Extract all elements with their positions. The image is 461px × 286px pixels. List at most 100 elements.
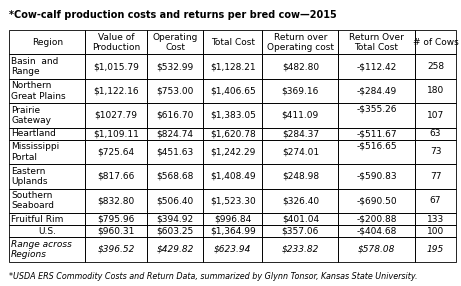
Text: Return over
Operating cost: Return over Operating cost: [267, 33, 334, 52]
Text: Heartland: Heartland: [11, 129, 56, 138]
Text: $623.94: $623.94: [214, 245, 252, 254]
Bar: [147, 30, 203, 54]
Text: $369.16: $369.16: [282, 86, 319, 96]
Bar: [9, 128, 85, 140]
Bar: [203, 103, 262, 128]
Text: $506.40: $506.40: [156, 196, 194, 205]
Text: -$516.65: -$516.65: [356, 141, 397, 150]
Bar: [338, 164, 414, 188]
Bar: [262, 164, 338, 188]
Text: $824.74: $824.74: [157, 129, 194, 138]
Text: -$511.67: -$511.67: [356, 129, 397, 138]
Bar: [262, 30, 338, 54]
Text: $451.63: $451.63: [156, 148, 194, 156]
Bar: [262, 128, 338, 140]
Text: 63: 63: [430, 129, 441, 138]
Text: 195: 195: [427, 245, 444, 254]
Bar: [147, 54, 203, 79]
Text: Basin  and
Range: Basin and Range: [11, 57, 59, 76]
Text: $1,242.29: $1,242.29: [210, 148, 255, 156]
Bar: [147, 225, 203, 237]
Bar: [203, 188, 262, 213]
Bar: [9, 54, 85, 79]
Bar: [85, 128, 147, 140]
Bar: [203, 237, 262, 262]
Text: -$404.68: -$404.68: [356, 227, 397, 236]
Bar: [85, 79, 147, 103]
Text: -$690.50: -$690.50: [356, 196, 397, 205]
Text: Southern
Seaboard: Southern Seaboard: [11, 191, 54, 210]
Bar: [9, 103, 85, 128]
Bar: [147, 213, 203, 225]
Text: $725.64: $725.64: [98, 148, 135, 156]
Text: $1,015.79: $1,015.79: [93, 62, 139, 71]
Bar: [203, 30, 262, 54]
Bar: [338, 188, 414, 213]
Text: $1,620.78: $1,620.78: [210, 129, 256, 138]
Bar: [262, 79, 338, 103]
Bar: [9, 30, 85, 54]
Bar: [338, 225, 414, 237]
Bar: [147, 237, 203, 262]
Bar: [147, 128, 203, 140]
Text: $1,364.99: $1,364.99: [210, 227, 256, 236]
Text: $578.08: $578.08: [358, 245, 395, 254]
Bar: [203, 213, 262, 225]
Bar: [203, 79, 262, 103]
Bar: [338, 213, 414, 225]
Bar: [147, 164, 203, 188]
Bar: [147, 140, 203, 164]
Bar: [9, 225, 85, 237]
Text: $1027.79: $1027.79: [95, 111, 137, 120]
Bar: [414, 140, 456, 164]
Text: Mississippi
Portal: Mississippi Portal: [11, 142, 59, 162]
Text: $284.37: $284.37: [282, 129, 319, 138]
Bar: [203, 225, 262, 237]
Bar: [147, 188, 203, 213]
Bar: [262, 140, 338, 164]
Bar: [85, 164, 147, 188]
Text: $996.84: $996.84: [214, 214, 251, 224]
Text: $817.66: $817.66: [97, 172, 135, 181]
Bar: [147, 103, 203, 128]
Text: $274.01: $274.01: [282, 148, 319, 156]
Bar: [338, 103, 414, 128]
Text: Prairie
Gateway: Prairie Gateway: [11, 106, 51, 125]
Text: -$112.42: -$112.42: [356, 62, 396, 71]
Bar: [85, 225, 147, 237]
Bar: [414, 30, 456, 54]
Text: Region: Region: [32, 38, 63, 47]
Text: -$200.88: -$200.88: [356, 214, 397, 224]
Text: *USDA ERS Commodity Costs and Return Data, summarized by Glynn Tonsor, Kansas St: *USDA ERS Commodity Costs and Return Dat…: [9, 272, 418, 281]
Text: # of Cows: # of Cows: [413, 38, 458, 47]
Text: $568.68: $568.68: [156, 172, 194, 181]
Bar: [203, 128, 262, 140]
Bar: [414, 188, 456, 213]
Bar: [85, 103, 147, 128]
Text: $1,408.49: $1,408.49: [210, 172, 255, 181]
Bar: [85, 237, 147, 262]
Text: 258: 258: [427, 62, 444, 71]
Bar: [85, 188, 147, 213]
Text: U.S.: U.S.: [38, 227, 56, 236]
Bar: [338, 30, 414, 54]
Text: 73: 73: [430, 148, 441, 156]
Text: 67: 67: [430, 196, 441, 205]
Text: $1,383.05: $1,383.05: [210, 111, 256, 120]
Bar: [262, 103, 338, 128]
Bar: [414, 54, 456, 79]
Text: $394.92: $394.92: [156, 214, 194, 224]
Text: $832.80: $832.80: [97, 196, 135, 205]
Bar: [203, 140, 262, 164]
Text: *Cow-calf production costs and returns per bred cow—2015: *Cow-calf production costs and returns p…: [9, 10, 337, 20]
Text: 180: 180: [427, 86, 444, 96]
Bar: [414, 164, 456, 188]
Bar: [9, 79, 85, 103]
Text: -$590.83: -$590.83: [356, 172, 397, 181]
Bar: [338, 237, 414, 262]
Bar: [9, 213, 85, 225]
Text: $429.82: $429.82: [156, 245, 194, 254]
Text: $233.82: $233.82: [282, 245, 319, 254]
Text: Operating
Cost: Operating Cost: [153, 33, 198, 52]
Bar: [414, 128, 456, 140]
